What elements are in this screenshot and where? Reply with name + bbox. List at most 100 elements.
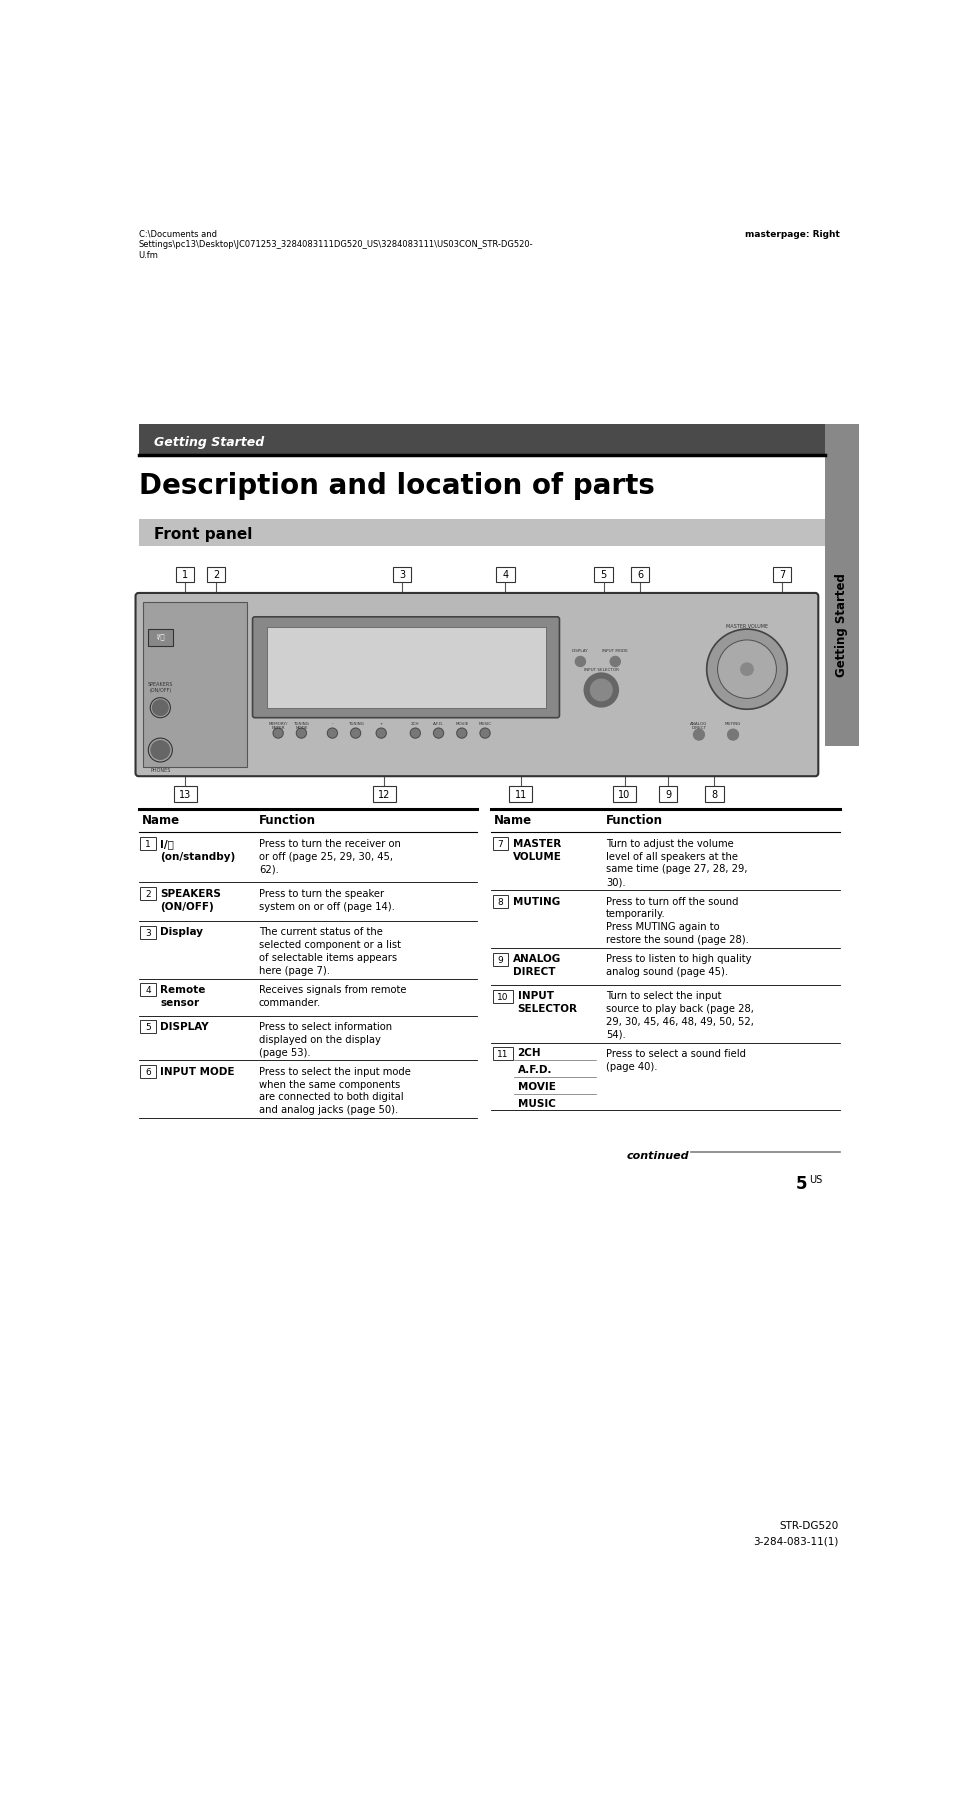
Bar	[140, 888, 155, 901]
Text: US: US	[808, 1174, 821, 1183]
Text: MOVIE: MOVIE	[455, 721, 468, 725]
Text: INPUT SELECTOR: INPUT SELECTOR	[583, 667, 618, 671]
Bar	[612, 788, 636, 802]
Text: 8: 8	[497, 897, 503, 906]
Text: 6: 6	[637, 570, 642, 581]
Text: I/⏻
(on/standby): I/⏻ (on/standby)	[160, 838, 235, 861]
Text: Display: Display	[160, 926, 203, 937]
Bar	[704, 788, 723, 802]
Text: SPEAKERS
(ON/OFF): SPEAKERS (ON/OFF)	[148, 681, 172, 692]
Text: Press to turn the receiver on
or off (page 25, 29, 30, 45,
62).: Press to turn the receiver on or off (pa…	[258, 838, 400, 874]
Text: I/⏻: I/⏻	[156, 633, 165, 640]
Text: Press to select information
displayed on the display
(page 53).: Press to select information displayed on…	[258, 1021, 392, 1057]
Bar	[496, 568, 514, 583]
Bar	[630, 568, 649, 583]
Circle shape	[296, 728, 306, 739]
Circle shape	[410, 728, 420, 739]
Text: DISPLAY: DISPLAY	[572, 649, 588, 653]
Text: MOVIE: MOVIE	[517, 1082, 555, 1091]
Circle shape	[433, 728, 443, 739]
Text: 11: 11	[497, 1050, 508, 1059]
Text: Function: Function	[258, 814, 315, 827]
Text: 2: 2	[213, 570, 219, 581]
Text: MASTER VOLUME: MASTER VOLUME	[725, 624, 767, 629]
Bar	[373, 788, 395, 802]
Bar	[493, 838, 508, 850]
Bar	[658, 788, 677, 802]
Text: 11: 11	[514, 789, 526, 800]
Text: 7: 7	[497, 840, 503, 849]
Text: Getting Started: Getting Started	[154, 435, 264, 448]
Text: Press to listen to high quality
analog sound (page 45).: Press to listen to high quality analog s…	[605, 953, 751, 976]
Text: 5: 5	[145, 1023, 151, 1032]
Text: Press to select the input mode
when the same components
are connected to both di: Press to select the input mode when the …	[258, 1066, 410, 1115]
Text: MASTER
VOLUME: MASTER VOLUME	[513, 838, 561, 861]
Text: C:\Documents and
Settings\pc13\Desktop\JC071253_3284083111DG520_US\3284083111\US: C:\Documents and Settings\pc13\Desktop\J…	[138, 230, 533, 259]
Bar	[173, 788, 196, 802]
Text: masterpage: Right: masterpage: Right	[744, 230, 840, 239]
Text: 3-284-083-11(1): 3-284-083-11(1)	[752, 1535, 838, 1546]
Bar	[393, 568, 411, 583]
Bar	[140, 926, 155, 939]
Circle shape	[273, 728, 283, 739]
Text: A.F.D.: A.F.D.	[517, 1064, 552, 1075]
Text: INPUT
SELECTOR: INPUT SELECTOR	[517, 991, 577, 1014]
Circle shape	[590, 680, 612, 701]
Text: 3: 3	[398, 570, 405, 581]
Bar	[138, 424, 823, 457]
Text: 5: 5	[795, 1174, 806, 1192]
Text: 2: 2	[145, 890, 151, 899]
Text: The current status of the
selected component or a list
of selectable items appea: The current status of the selected compo…	[258, 926, 400, 975]
Text: 1: 1	[145, 840, 151, 849]
Circle shape	[706, 629, 786, 710]
Text: Remote
sensor: Remote sensor	[160, 985, 206, 1007]
Text: Name: Name	[142, 814, 180, 827]
Circle shape	[375, 728, 386, 739]
Circle shape	[583, 674, 618, 708]
Circle shape	[350, 728, 360, 739]
Bar	[140, 838, 155, 850]
Bar	[140, 984, 155, 996]
Text: SPEAKERS
(ON/OFF): SPEAKERS (ON/OFF)	[160, 888, 221, 912]
Text: 12: 12	[377, 789, 390, 800]
FancyBboxPatch shape	[135, 593, 818, 777]
Text: 9: 9	[497, 955, 503, 964]
Text: 10: 10	[618, 789, 630, 800]
Bar	[138, 520, 823, 547]
Bar	[594, 568, 612, 583]
Bar	[207, 568, 225, 583]
Text: 13: 13	[179, 789, 191, 800]
Bar	[493, 1048, 513, 1061]
Text: A.F.D.: A.F.D.	[433, 721, 444, 725]
Circle shape	[575, 656, 585, 667]
Circle shape	[727, 730, 738, 741]
Text: 9: 9	[664, 789, 670, 800]
Text: Turn to adjust the volume
level of all speakers at the
same time (page 27, 28, 2: Turn to adjust the volume level of all s…	[605, 838, 746, 886]
Text: Getting Started: Getting Started	[834, 572, 847, 676]
Bar	[175, 568, 194, 583]
Text: Press to turn off the sound
temporarily.
Press MUTING again to
restore the sound: Press to turn off the sound temporarily.…	[605, 895, 748, 944]
Text: 4: 4	[501, 570, 508, 581]
Bar	[493, 895, 508, 908]
Text: 7: 7	[778, 570, 784, 581]
Bar	[509, 788, 532, 802]
Circle shape	[456, 728, 466, 739]
Bar	[266, 628, 545, 708]
Text: INPUT MODE: INPUT MODE	[601, 649, 627, 653]
Text: 2CH: 2CH	[517, 1048, 540, 1057]
Bar	[772, 568, 790, 583]
Circle shape	[717, 640, 776, 699]
Text: +: +	[379, 721, 382, 725]
Text: ANALOG
DIRECT: ANALOG DIRECT	[513, 953, 560, 976]
Text: TUNING
MODE: TUNING MODE	[294, 721, 309, 730]
Bar	[142, 602, 247, 768]
Text: Receives signals from remote
commander.: Receives signals from remote commander.	[258, 985, 406, 1007]
Text: ANALOG
DIRECT: ANALOG DIRECT	[690, 721, 707, 730]
Circle shape	[610, 656, 619, 667]
Text: DISPLAY: DISPLAY	[160, 1021, 209, 1032]
Text: 2CH: 2CH	[411, 721, 419, 725]
Text: PHONES: PHONES	[150, 768, 171, 773]
Text: Turn to select the input
source to play back (page 28,
29, 30, 45, 46, 48, 49, 5: Turn to select the input source to play …	[605, 991, 753, 1039]
Circle shape	[327, 728, 337, 739]
Text: 5: 5	[599, 570, 606, 581]
